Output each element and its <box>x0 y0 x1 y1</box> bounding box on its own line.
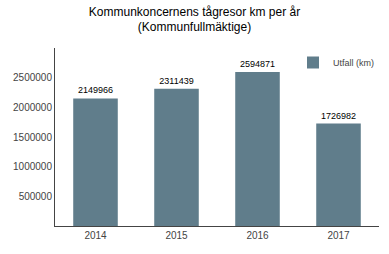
svg-text:1500000: 1500000 <box>13 132 52 143</box>
svg-text:Utfall (km): Utfall (km) <box>333 58 374 68</box>
svg-text:500000: 500000 <box>19 191 53 202</box>
svg-text:2149966: 2149966 <box>78 85 113 95</box>
svg-text:2015: 2015 <box>165 230 188 241</box>
svg-text:2500000: 2500000 <box>13 72 52 83</box>
svg-text:2000000: 2000000 <box>13 102 52 113</box>
svg-text:2017: 2017 <box>327 230 350 241</box>
svg-text:1726982: 1726982 <box>321 111 356 121</box>
svg-text:2016: 2016 <box>246 230 269 241</box>
svg-text:2594871: 2594871 <box>240 59 275 69</box>
svg-text:1000000: 1000000 <box>13 161 52 172</box>
svg-text:2311439: 2311439 <box>159 76 193 86</box>
svg-text:2014: 2014 <box>84 230 107 241</box>
svg-text:Kommunkoncernens tågresor km p: Kommunkoncernens tågresor km per år(Komm… <box>89 5 300 35</box>
